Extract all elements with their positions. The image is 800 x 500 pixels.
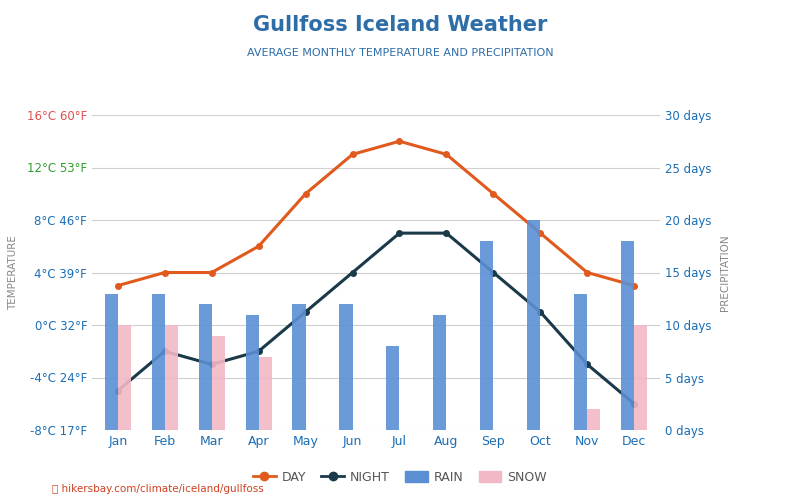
Text: 📍 hikersbay.com/climate/iceland/gullfoss: 📍 hikersbay.com/climate/iceland/gullfoss xyxy=(52,484,264,494)
Bar xyxy=(339,304,353,430)
Bar xyxy=(246,314,258,430)
Legend: DAY, NIGHT, RAIN, SNOW: DAY, NIGHT, RAIN, SNOW xyxy=(248,466,552,489)
Bar xyxy=(105,294,118,430)
Y-axis label: TEMPERATURE: TEMPERATURE xyxy=(9,235,18,310)
Bar xyxy=(480,241,494,430)
Bar xyxy=(634,325,647,430)
Bar xyxy=(574,294,587,430)
Bar xyxy=(152,294,165,430)
Bar xyxy=(587,409,600,430)
Bar xyxy=(527,220,540,430)
Bar xyxy=(118,325,131,430)
Bar xyxy=(293,304,306,430)
Text: AVERAGE MONTHLY TEMPERATURE AND PRECIPITATION: AVERAGE MONTHLY TEMPERATURE AND PRECIPIT… xyxy=(246,48,554,58)
Bar xyxy=(212,336,225,430)
Bar xyxy=(258,356,272,430)
Bar xyxy=(434,314,446,430)
Bar xyxy=(198,304,212,430)
Text: Gullfoss Iceland Weather: Gullfoss Iceland Weather xyxy=(253,15,547,35)
Y-axis label: PRECIPITATION: PRECIPITATION xyxy=(720,234,730,311)
Bar xyxy=(621,241,634,430)
Bar xyxy=(165,325,178,430)
Bar xyxy=(386,346,399,430)
